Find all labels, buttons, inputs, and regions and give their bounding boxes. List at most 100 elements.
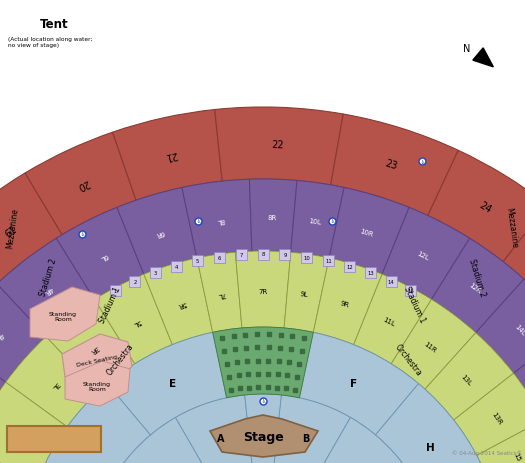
Text: 5R: 5R [176, 299, 187, 308]
Text: 15: 15 [407, 289, 414, 294]
Wedge shape [6, 337, 98, 427]
Text: 7L: 7L [217, 291, 226, 298]
Text: Standing
Room: Standing Room [49, 311, 77, 322]
Text: 4R: 4R [43, 285, 54, 295]
Bar [344, 261, 355, 272]
Text: ♿: ♿ [261, 399, 265, 404]
Text: 2: 2 [133, 279, 136, 284]
Bar [214, 252, 225, 263]
Wedge shape [0, 174, 62, 284]
Text: B: B [302, 433, 309, 443]
Text: 7R: 7R [258, 288, 268, 294]
Wedge shape [477, 420, 525, 463]
Wedge shape [331, 115, 458, 216]
Polygon shape [30, 288, 100, 341]
Text: H: H [426, 442, 435, 452]
Wedge shape [175, 395, 252, 463]
Text: 11: 11 [325, 259, 332, 264]
Text: 5L: 5L [132, 317, 142, 326]
Text: 9L: 9L [299, 291, 309, 298]
Wedge shape [117, 188, 197, 275]
Text: 6: 6 [217, 255, 221, 260]
Text: (Actual location along water;
no view of stage): (Actual location along water; no view of… [8, 37, 92, 48]
Wedge shape [274, 395, 351, 463]
Text: 4L: 4L [0, 331, 4, 341]
Text: 13L: 13L [460, 373, 473, 386]
Wedge shape [56, 208, 144, 300]
Text: Stadium 1: Stadium 1 [98, 285, 122, 324]
Wedge shape [316, 418, 425, 463]
Text: 12R: 12R [468, 282, 482, 295]
Bar [301, 252, 312, 263]
Wedge shape [354, 275, 432, 364]
Text: 9R: 9R [339, 299, 350, 308]
Wedge shape [46, 300, 135, 392]
Polygon shape [65, 361, 130, 406]
Wedge shape [235, 251, 291, 328]
Wedge shape [182, 180, 252, 258]
Text: ♿: ♿ [80, 232, 84, 237]
Wedge shape [101, 418, 211, 463]
Text: Stage: Stage [243, 431, 284, 444]
Wedge shape [513, 329, 525, 420]
Text: G: G [91, 442, 100, 452]
Wedge shape [0, 239, 94, 337]
Wedge shape [432, 239, 524, 333]
Wedge shape [39, 384, 151, 463]
Text: 6R: 6R [155, 229, 165, 237]
Text: 3L: 3L [50, 380, 60, 390]
Text: 11L: 11L [382, 316, 396, 327]
Wedge shape [329, 188, 409, 275]
Wedge shape [391, 300, 476, 389]
Wedge shape [245, 394, 281, 463]
Text: 1: 1 [113, 289, 117, 294]
Text: 9: 9 [284, 253, 287, 258]
Text: 10R: 10R [359, 228, 373, 238]
Wedge shape [313, 258, 382, 345]
Text: 23: 23 [383, 158, 398, 171]
Text: 4: 4 [174, 264, 178, 269]
Text: 13: 13 [368, 271, 374, 276]
Bar [150, 268, 161, 279]
Text: 12: 12 [346, 264, 353, 269]
Text: 22: 22 [271, 140, 284, 150]
Text: 11R: 11R [423, 341, 438, 354]
Text: 8: 8 [261, 252, 265, 257]
Text: 10: 10 [303, 255, 310, 260]
Bar [279, 250, 290, 261]
Text: Stadium 2: Stadium 2 [467, 257, 487, 297]
Text: 14: 14 [388, 279, 394, 284]
Text: 8R: 8R [268, 214, 277, 221]
Bar [236, 250, 247, 261]
Text: Stadium 2: Stadium 2 [38, 257, 58, 297]
Text: 3R: 3R [88, 344, 99, 354]
Wedge shape [284, 253, 329, 332]
Text: 8L: 8L [216, 217, 225, 224]
Wedge shape [249, 180, 297, 253]
Wedge shape [94, 275, 172, 364]
Text: F: F [350, 378, 358, 388]
Text: Orchestra: Orchestra [393, 342, 423, 377]
Text: 13R: 13R [490, 410, 502, 425]
Wedge shape [144, 258, 213, 345]
Wedge shape [108, 332, 227, 435]
Text: 1: 1 [16, 431, 24, 438]
Bar [257, 249, 268, 260]
Wedge shape [428, 151, 525, 262]
Wedge shape [476, 280, 525, 374]
Bar [365, 268, 376, 279]
Bar [323, 256, 334, 267]
Polygon shape [473, 49, 494, 68]
Text: Orchestra: Orchestra [105, 342, 135, 377]
Text: 15: 15 [512, 450, 521, 461]
Wedge shape [503, 206, 525, 319]
Bar [110, 286, 121, 297]
Text: E: E [169, 378, 176, 388]
Text: 20: 20 [76, 177, 91, 192]
Wedge shape [197, 253, 242, 332]
Text: 24: 24 [477, 200, 493, 215]
Wedge shape [291, 181, 344, 258]
Wedge shape [213, 327, 313, 398]
Text: 5: 5 [196, 259, 199, 264]
Bar [171, 261, 182, 272]
